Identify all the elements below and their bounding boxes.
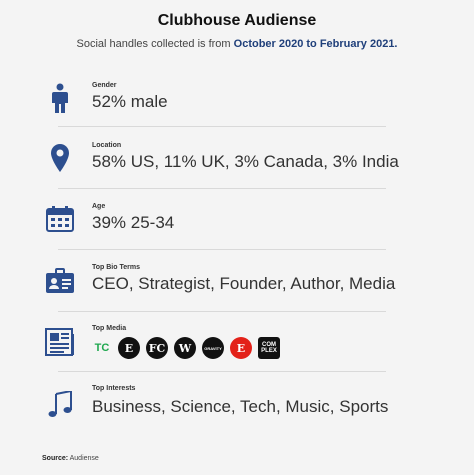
page-title: Clubhouse Audiense	[157, 12, 317, 29]
stat-label: Top Media	[92, 325, 127, 332]
fast-company-logo: FC	[146, 337, 168, 359]
stat-value: 39% 25-34	[92, 213, 175, 232]
location-pin-icon	[44, 142, 76, 174]
stat-label: Top Interests	[92, 385, 136, 392]
stat-value: CEO, Strategist, Founder, Author, Media	[92, 274, 396, 293]
entrepreneur-logo: E	[118, 337, 140, 359]
wired-logo: W	[174, 337, 196, 359]
stat-value: 52% male	[92, 92, 168, 111]
music-note-icon	[44, 389, 76, 421]
page-subtitle: Social handles collected is from October…	[0, 38, 474, 50]
stat-label: Gender	[92, 82, 117, 89]
person-icon	[44, 82, 76, 114]
complex-logo: COM PLEX	[258, 337, 280, 359]
divider	[58, 311, 386, 312]
source-note: Source: Audiense	[42, 455, 99, 462]
source-value: Audiense	[69, 455, 99, 462]
divider	[58, 371, 386, 372]
newspaper-icon	[44, 326, 76, 358]
techcrunch-logo: TC	[94, 342, 110, 354]
divider	[58, 249, 386, 250]
stat-label: Location	[92, 142, 122, 149]
subtitle-date-range: October 2020 to February 2021.	[233, 38, 398, 50]
id-card-icon	[44, 265, 76, 297]
divider	[58, 188, 386, 189]
divider	[58, 126, 386, 127]
stat-label: Top Bio Terms	[92, 264, 140, 271]
stat-value: 58% US, 11% UK, 3% Canada, 3% India	[92, 152, 399, 171]
stat-value: Business, Science, Tech, Music, Sports	[92, 397, 389, 416]
media-logos: TC E FC W GRAVITY E COM PLEX	[92, 337, 280, 359]
calendar-icon	[44, 203, 76, 235]
entrepreneur-red-logo: E	[230, 337, 252, 359]
source-label: Source:	[42, 455, 69, 462]
subtitle-prefix: Social handles collected is from	[76, 38, 234, 50]
gravity-logo: GRAVITY	[202, 337, 224, 359]
stat-label: Age	[92, 203, 106, 210]
